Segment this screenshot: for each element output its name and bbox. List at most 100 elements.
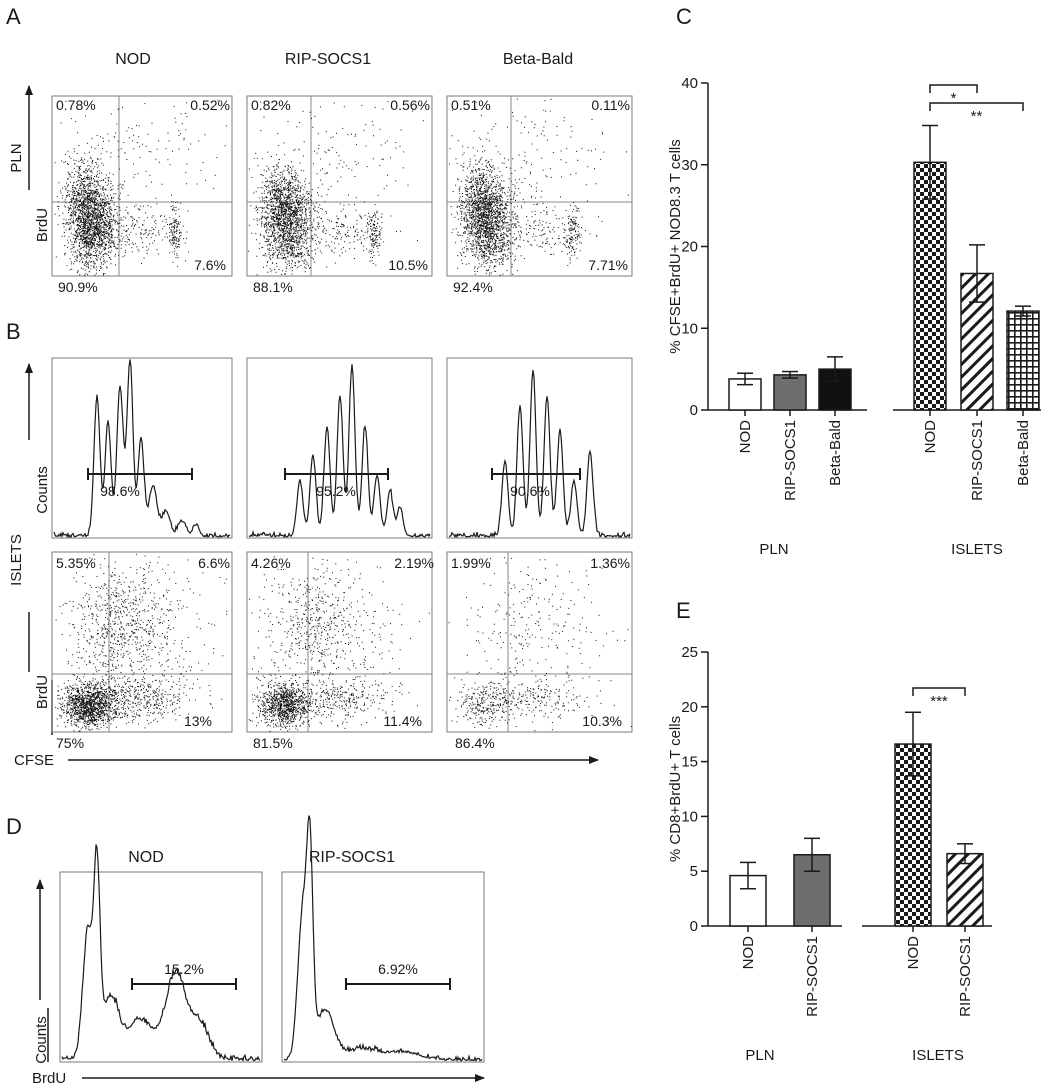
histogram-gate-pct: 98.6%: [100, 483, 140, 499]
quadrant-pct: 7.6%: [194, 257, 226, 273]
y-tick-label: 0: [690, 918, 698, 935]
panel-a: 0.78% 0.52% 7.6% 90.9% 0.82% 0.56% 10.5%…: [51, 95, 633, 295]
y-tick-label: 25: [681, 644, 698, 661]
x-tick-label: Beta-Bald: [1015, 420, 1032, 486]
dotplot-frame: [246, 551, 433, 733]
x-tick-label: RIP-SOCS1: [969, 420, 986, 501]
x-tick-label: RIP-SOCS1: [957, 936, 974, 1017]
significance-label: **: [971, 108, 983, 125]
d-title-nod: NOD: [128, 849, 164, 866]
brdu-axis-label-a: BrdU: [34, 208, 51, 242]
panel-d: NOD RIP-SOCS1 15.2% 6.92% Counts BrdU: [32, 815, 485, 1086]
y-tick-label: 5: [690, 863, 698, 880]
quadrant-pct: 0.78%: [56, 97, 96, 113]
group-label: PLN: [759, 541, 788, 558]
event-dots: [248, 556, 430, 732]
histogram-gate-pct: 95.2%: [316, 483, 356, 499]
quadrant-pct: 11.4%: [383, 713, 422, 729]
col-title-nod: NOD: [115, 51, 151, 68]
quadrant-pct: 10.5%: [388, 257, 428, 273]
bar-chart-c: 0 10 20 30 40 % CFSE+BrdU+ NOD8.3 T cells NOD R…: [667, 75, 1041, 558]
significance-bracket: [912, 687, 966, 696]
panel-label-a: A: [6, 4, 21, 29]
x-tick-label: NOD: [905, 936, 922, 970]
histogram-trace: [61, 844, 261, 1062]
y-tick-label: 15: [681, 754, 698, 771]
quadrant-pct: 13%: [184, 713, 212, 729]
quadrant-pct: 88.1%: [253, 279, 293, 295]
d-title-rip-socs1: RIP-SOCS1: [309, 849, 395, 866]
event-dots: [448, 557, 632, 732]
panel-label-b: B: [6, 319, 21, 344]
y-axis-label: % CFSE+BrdU+ NOD8.3 T cells: [667, 139, 684, 354]
y-tick-label: 20: [681, 239, 698, 256]
x-tick-label: RIP-SOCS1: [804, 936, 821, 1017]
event-dots: [54, 99, 227, 276]
group-label: PLN: [745, 1047, 774, 1064]
panel-label-e: E: [676, 598, 691, 623]
x-tick-label: NOD: [740, 936, 757, 970]
significance-label: *: [951, 90, 957, 107]
counts-axis-label-b: Counts: [34, 466, 51, 514]
event-dots: [448, 98, 629, 276]
cfse-axis-label: CFSE: [14, 752, 54, 769]
event-dots: [248, 101, 424, 276]
quadrant-pct: 0.52%: [190, 97, 230, 113]
quadrant-pct: 4.26%: [251, 555, 291, 571]
quadrant-pct: 0.56%: [390, 97, 430, 113]
col-title-rip-socs1: RIP-SOCS1: [285, 51, 371, 68]
col-title-beta-bald: Beta-Bald: [503, 51, 573, 68]
quadrant-pct: 1.99%: [451, 555, 491, 571]
dotplot-frame: [446, 551, 633, 733]
bar-chart-e: 0 5 10 15 20 25 % CD8+BrdU+ T cells NOD RIP-SOCS…: [667, 644, 992, 1064]
quadrant-pct: 1.36%: [590, 555, 630, 571]
quadrant-pct: 2.19%: [394, 555, 434, 571]
islets-axis-label: ISLETS: [8, 534, 25, 586]
group-label: ISLETS: [912, 1047, 964, 1064]
quadrant-pct: 90.9%: [58, 279, 98, 295]
quadrant-pct: 0.82%: [251, 97, 291, 113]
quadrant-pct: 6.6%: [198, 555, 230, 571]
y-tick-label: 40: [681, 75, 698, 92]
significance-label: ***: [930, 693, 948, 710]
quadrant-pct: 10.3%: [582, 713, 622, 729]
pln-axis-label: PLN: [8, 143, 25, 172]
significance-bracket: [929, 102, 1024, 111]
bar: [773, 374, 807, 411]
quadrant-pct: 0.11%: [591, 97, 630, 113]
histogram-gate-pct: 15.2%: [164, 961, 204, 977]
histogram-frame: [246, 357, 433, 539]
brdu-axis-label-d: BrdU: [32, 1070, 66, 1086]
quadrant-pct: 0.51%: [451, 97, 491, 113]
quadrant-pct: 92.4%: [453, 279, 493, 295]
dotplot-frame-a-rip: [246, 95, 433, 277]
event-dots: [55, 553, 228, 732]
y-axis-label: % CD8+BrdU+ T cells: [667, 716, 684, 862]
y-tick-label: 10: [681, 808, 698, 825]
counts-axis-label-d: Counts: [33, 1016, 50, 1064]
histogram-trace: [248, 364, 431, 539]
panel-label-c: C: [676, 4, 692, 29]
y-tick-label: 10: [681, 320, 698, 337]
x-tick-label: NOD: [922, 420, 939, 454]
dotplot-frame-a-nod: [51, 95, 233, 277]
histogram-frame: [59, 871, 263, 1063]
quadrant-pct: 86.4%: [455, 735, 495, 751]
bar: [946, 852, 984, 927]
panel-b-histograms: 98.6% 95.2% 90.6%: [51, 357, 633, 539]
histogram-trace: [448, 370, 631, 539]
y-tick-label: 0: [690, 402, 698, 419]
panel-b-dotplots: 5.35% 6.6% 13% 75% 4.26% 2.19% 11.4% 81.…: [51, 551, 633, 751]
x-tick-label: Beta-Bald: [827, 420, 844, 486]
histogram-gate-pct: 90.6%: [510, 483, 550, 499]
histogram-frame: [51, 357, 233, 539]
quadrant-pct: 7.71%: [588, 257, 628, 273]
quadrant-pct: 81.5%: [253, 735, 293, 751]
histogram-frame: [281, 871, 485, 1063]
histogram-frame: [446, 357, 633, 539]
histogram-gate-pct: 6.92%: [378, 961, 418, 977]
quadrant-pct: 5.35%: [56, 555, 96, 571]
panel-label-d: D: [6, 814, 22, 839]
quadrant-pct: 75%: [56, 735, 84, 751]
